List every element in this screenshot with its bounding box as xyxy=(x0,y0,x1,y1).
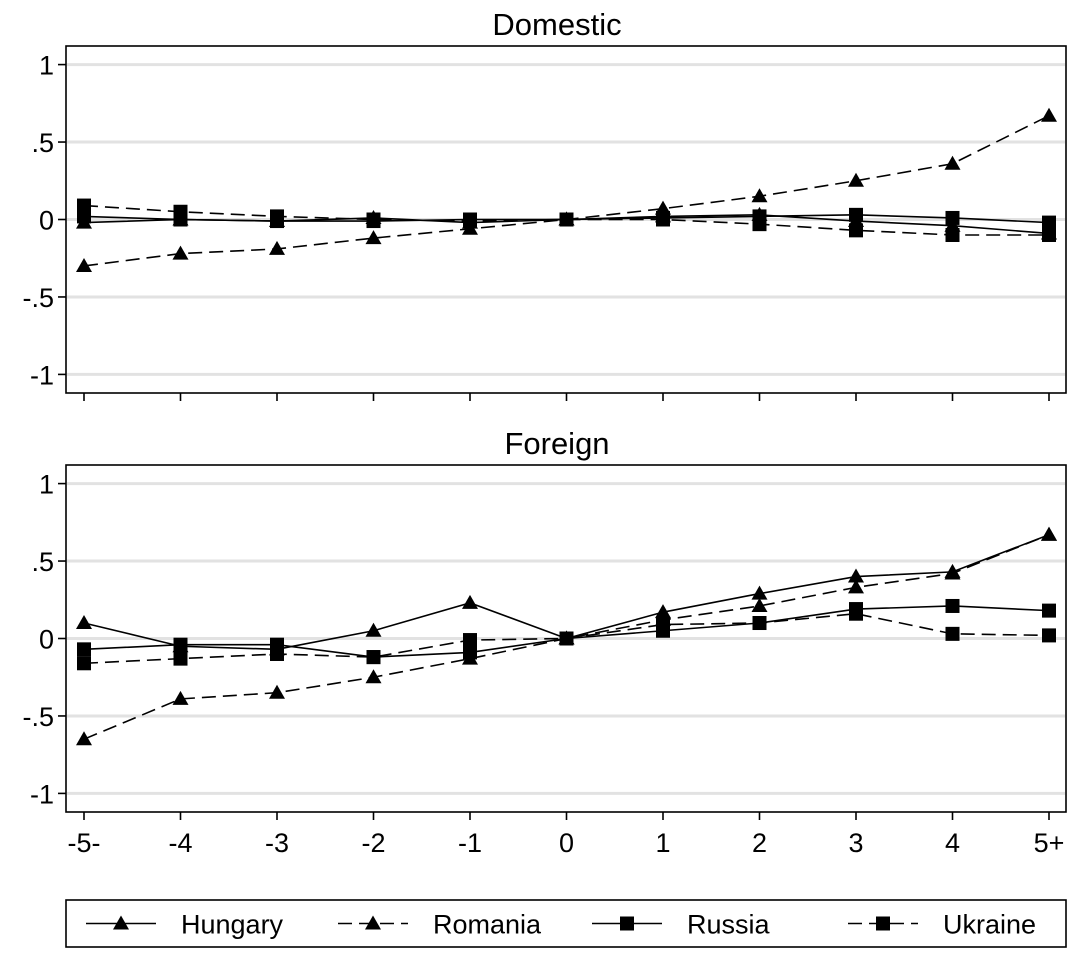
data-point-romania xyxy=(172,245,189,260)
x-tick-label: -3 xyxy=(265,828,289,858)
data-point-russia xyxy=(849,207,863,222)
data-point-romania xyxy=(365,669,382,684)
legend-label: Ukraine xyxy=(943,910,1036,940)
legend-marker xyxy=(620,916,634,931)
data-point-romania xyxy=(365,230,382,245)
data-point-hungary xyxy=(462,594,478,609)
data-point-ukraine xyxy=(656,212,670,227)
data-point-romania xyxy=(269,240,285,255)
legend-marker xyxy=(876,916,890,931)
panel-title: Domestic xyxy=(492,7,621,42)
legend: Hungary Romania Russia Ukraine xyxy=(65,899,1067,948)
series-line-romania xyxy=(83,114,1050,267)
x-tick-label: 4 xyxy=(945,828,960,858)
data-point-ukraine xyxy=(173,204,188,219)
legend-label: Romania xyxy=(433,910,542,940)
data-point-ukraine xyxy=(173,651,188,666)
legend-label: Hungary xyxy=(181,910,284,940)
x-tick-label: -2 xyxy=(361,828,385,858)
y-tick-label: -1 xyxy=(30,360,54,390)
series-ukraine xyxy=(77,606,1056,671)
data-point-ukraine xyxy=(559,212,574,227)
data-point-russia xyxy=(173,637,188,652)
x-tick-label: 2 xyxy=(752,828,767,858)
legend-label: Russia xyxy=(687,910,771,940)
x-tick-label: 1 xyxy=(655,828,670,858)
y-tick-label: .5 xyxy=(31,547,54,577)
data-point-hungary xyxy=(848,568,864,583)
y-tick-label: 0 xyxy=(39,625,54,655)
data-point-romania xyxy=(172,690,189,705)
data-point-ukraine xyxy=(77,656,91,671)
data-point-ukraine xyxy=(752,217,767,232)
data-point-romania xyxy=(76,257,92,272)
data-point-romania xyxy=(1041,526,1057,541)
series-line-ukraine xyxy=(83,204,1049,236)
data-point-ukraine xyxy=(752,616,767,631)
data-point-ukraine xyxy=(849,223,863,238)
legend-item-hungary: Hungary xyxy=(86,910,284,940)
data-point-romania xyxy=(848,172,864,187)
data-point-ukraine xyxy=(1042,227,1056,242)
data-point-hungary xyxy=(655,604,671,619)
y-tick-label: .5 xyxy=(31,128,54,158)
legend-item-russia: Russia xyxy=(592,910,771,940)
legend-marker xyxy=(113,915,129,930)
data-point-romania xyxy=(751,188,768,203)
x-tick-label: -1 xyxy=(458,828,482,858)
series-romania xyxy=(76,107,1057,272)
panel-title: Foreign xyxy=(504,426,609,461)
data-point-ukraine xyxy=(270,209,284,224)
data-point-russia xyxy=(1042,215,1056,230)
data-point-ukraine xyxy=(1042,628,1056,643)
data-point-romania xyxy=(1041,107,1057,122)
x-tick-label: 5+ xyxy=(1034,828,1065,858)
data-point-ukraine xyxy=(559,631,574,646)
data-point-romania xyxy=(944,565,961,580)
x-tick-label: -5- xyxy=(68,828,101,858)
data-point-ukraine xyxy=(945,626,960,641)
data-point-ukraine xyxy=(849,606,863,621)
data-point-russia xyxy=(1042,603,1056,618)
data-point-ukraine xyxy=(270,646,284,661)
data-point-russia xyxy=(77,642,91,657)
data-point-russia xyxy=(945,598,960,613)
x-tick-label: 0 xyxy=(559,828,574,858)
x-tick-label: 3 xyxy=(848,828,863,858)
data-point-ukraine xyxy=(945,227,960,242)
data-point-romania xyxy=(944,155,961,170)
data-point-romania xyxy=(848,579,864,594)
y-tick-label: 0 xyxy=(39,206,54,236)
legend-item-ukraine: Ukraine xyxy=(848,910,1036,940)
data-point-romania xyxy=(76,731,92,746)
data-point-russia xyxy=(77,209,91,224)
y-tick-label: -.5 xyxy=(22,283,54,313)
panel-foreign: Foreign 1 .5 0 -.5 -1 -5- -4 -3 -2 -1 0 1 2 3 4 5+ xyxy=(22,426,1067,858)
data-point-hungary xyxy=(365,622,382,637)
legend-item-romania: Romania xyxy=(338,910,542,940)
panel-domestic: Domestic 1 .5 0 -.5 -1 xyxy=(22,7,1067,401)
y-tick-label: -1 xyxy=(30,779,54,809)
data-point-ukraine xyxy=(463,633,477,648)
data-point-ukraine xyxy=(656,617,670,632)
data-point-russia xyxy=(945,210,960,225)
y-tick-label: 1 xyxy=(39,470,54,500)
data-point-russia xyxy=(463,645,477,660)
data-point-romania xyxy=(269,684,285,699)
x-tick-label: -4 xyxy=(168,828,192,858)
y-tick-label: -.5 xyxy=(22,702,54,732)
data-point-hungary xyxy=(76,615,92,630)
data-point-ukraine xyxy=(366,650,381,665)
data-point-romania xyxy=(751,597,768,612)
legend-marker xyxy=(365,915,381,930)
series-ukraine xyxy=(77,198,1056,242)
data-point-ukraine xyxy=(77,198,91,213)
data-point-ukraine xyxy=(366,212,381,227)
y-tick-label: 1 xyxy=(39,51,54,81)
data-point-hungary xyxy=(751,585,768,600)
data-point-ukraine xyxy=(463,214,477,229)
